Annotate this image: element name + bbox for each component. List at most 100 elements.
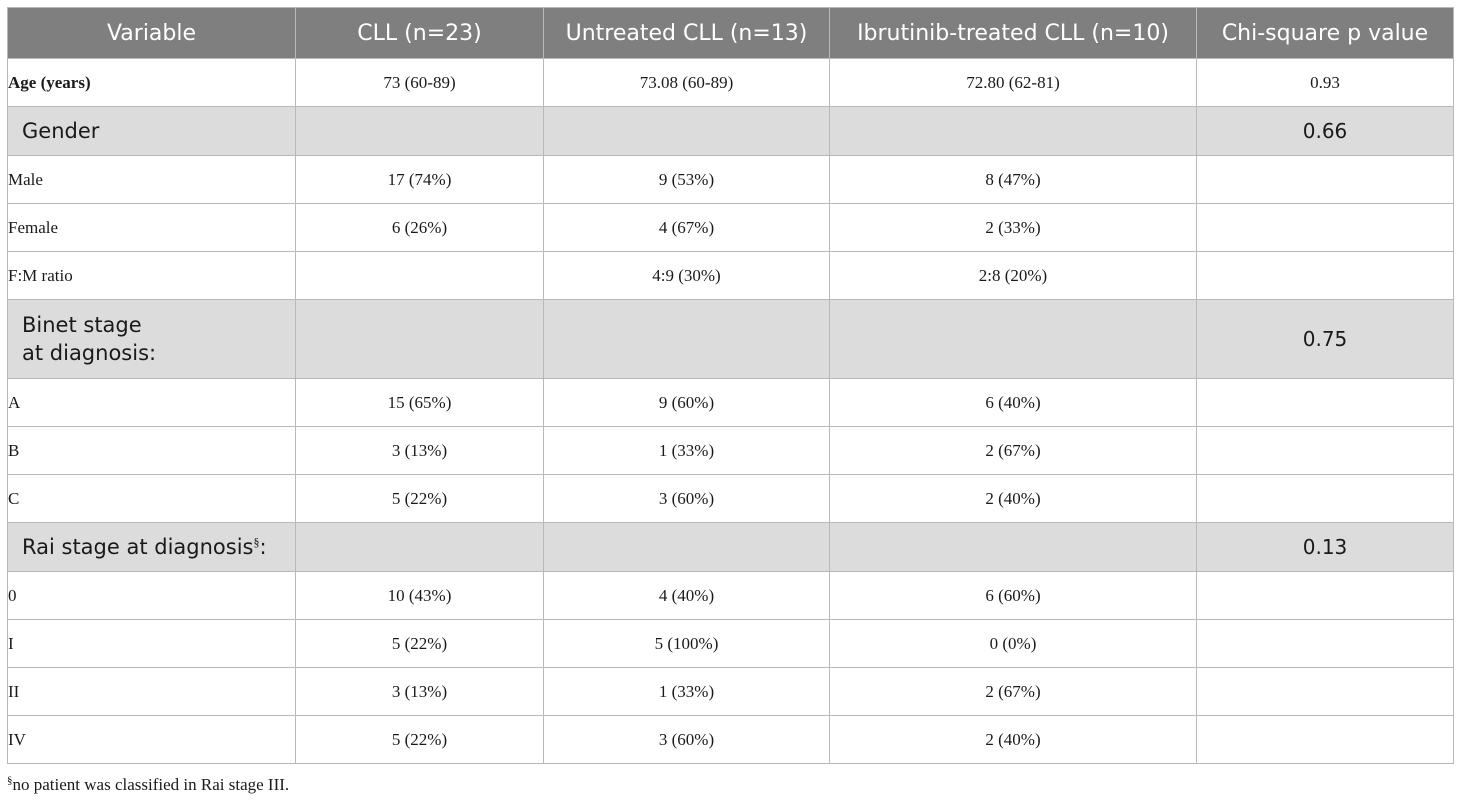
table-row: II 3 (13%) 1 (33%) 2 (67%) [7, 667, 1454, 716]
row-label: A [7, 378, 296, 427]
cell-p-value [1196, 571, 1454, 620]
cell-p-value [1196, 715, 1454, 764]
section-p-value: 0.66 [1196, 106, 1454, 156]
cell-untreated: 5 (100%) [543, 619, 830, 668]
cell-untreated: 1 (33%) [543, 426, 830, 475]
section-empty-cell [543, 106, 830, 156]
row-label: Age (years) [7, 58, 296, 107]
cell-cll: 10 (43%) [295, 571, 544, 620]
column-header-p-value: Chi-square p value [1196, 7, 1454, 59]
cell-p-value: 0.93 [1196, 58, 1454, 107]
cell-untreated: 9 (60%) [543, 378, 830, 427]
cell-ibrutinib: 2 (67%) [829, 667, 1197, 716]
table-row: F:M ratio 4:9 (30%) 2:8 (20%) [7, 251, 1454, 300]
section-label: Rai stage at diagnosis§: [7, 522, 296, 572]
cell-ibrutinib: 8 (47%) [829, 155, 1197, 204]
section-row: Gender 0.66 [7, 106, 1454, 156]
footnote-reference-mark: § [253, 535, 260, 549]
table-row: A 15 (65%) 9 (60%) 6 (40%) [7, 378, 1454, 427]
header-row: Variable CLL (n=23) Untreated CLL (n=13)… [7, 7, 1454, 59]
row-label: I [7, 619, 296, 668]
cell-cll: 5 (22%) [295, 474, 544, 523]
cell-untreated: 3 (60%) [543, 474, 830, 523]
cell-untreated: 4 (40%) [543, 571, 830, 620]
section-label-suffix: : [259, 535, 267, 559]
row-label: F:M ratio [7, 251, 296, 300]
row-label: C [7, 474, 296, 523]
cell-cll: 5 (22%) [295, 619, 544, 668]
table-row: IV 5 (22%) 3 (60%) 2 (40%) [7, 715, 1454, 764]
cll-characteristics-table: Variable CLL (n=23) Untreated CLL (n=13)… [7, 7, 1454, 764]
section-label-text: Rai stage at diagnosis [22, 535, 254, 559]
table-body: Age (years) 73 (60-89) 73.08 (60-89) 72.80 … [7, 58, 1454, 764]
section-empty-cell [543, 299, 830, 379]
cell-ibrutinib: 6 (40%) [829, 378, 1197, 427]
cell-p-value [1196, 155, 1454, 204]
cell-untreated: 4:9 (30%) [543, 251, 830, 300]
column-header-cll: CLL (n=23) [295, 7, 544, 59]
section-p-value: 0.13 [1196, 522, 1454, 572]
cell-ibrutinib: 0 (0%) [829, 619, 1197, 668]
cell-cll: 3 (13%) [295, 426, 544, 475]
cell-cll: 5 (22%) [295, 715, 544, 764]
cell-untreated: 4 (67%) [543, 203, 830, 252]
section-label: Binet stage at diagnosis: [7, 299, 296, 379]
row-label: 0 [7, 571, 296, 620]
cell-ibrutinib: 2 (67%) [829, 426, 1197, 475]
cell-cll [295, 251, 544, 300]
section-empty-cell [295, 299, 544, 379]
section-empty-cell [829, 106, 1197, 156]
row-label: IV [7, 715, 296, 764]
footnote-text: no patient was classified in Rai stage I… [12, 775, 290, 794]
cell-cll: 15 (65%) [295, 378, 544, 427]
footnote-mark: § [7, 774, 13, 787]
section-empty-cell [829, 522, 1197, 572]
cell-untreated: 1 (33%) [543, 667, 830, 716]
cell-p-value [1196, 203, 1454, 252]
table-row: 0 10 (43%) 4 (40%) 6 (60%) [7, 571, 1454, 620]
column-header-variable: Variable [7, 7, 296, 59]
cell-cll: 6 (26%) [295, 203, 544, 252]
cell-ibrutinib: 2:8 (20%) [829, 251, 1197, 300]
cell-p-value [1196, 474, 1454, 523]
row-label: Female [7, 203, 296, 252]
section-label-text: Binet stage at diagnosis: [22, 313, 157, 365]
section-empty-cell [543, 522, 830, 572]
section-row: Binet stage at diagnosis: 0.75 [7, 299, 1454, 379]
cell-cll: 17 (74%) [295, 155, 544, 204]
cell-p-value [1196, 667, 1454, 716]
cell-ibrutinib: 2 (40%) [829, 715, 1197, 764]
column-header-ibrutinib: Ibrutinib-treated CLL (n=10) [829, 7, 1197, 59]
section-row: Rai stage at diagnosis§: 0.13 [7, 522, 1454, 572]
column-header-untreated: Untreated CLL (n=13) [543, 7, 830, 59]
section-empty-cell [295, 522, 544, 572]
table-row: Male 17 (74%) 9 (53%) 8 (47%) [7, 155, 1454, 204]
cell-p-value [1196, 619, 1454, 668]
cell-untreated: 9 (53%) [543, 155, 830, 204]
section-empty-cell [829, 299, 1197, 379]
cell-p-value [1196, 378, 1454, 427]
cell-untreated: 73.08 (60-89) [543, 58, 830, 107]
section-label: Gender [7, 106, 296, 156]
row-label: B [7, 426, 296, 475]
footnote: §no patient was classified in Rai stage … [7, 775, 289, 795]
cell-ibrutinib: 6 (60%) [829, 571, 1197, 620]
cell-ibrutinib: 72.80 (62-81) [829, 58, 1197, 107]
cell-untreated: 3 (60%) [543, 715, 830, 764]
section-p-value: 0.75 [1196, 299, 1454, 379]
cell-ibrutinib: 2 (33%) [829, 203, 1197, 252]
cell-p-value [1196, 426, 1454, 475]
table-row: Age (years) 73 (60-89) 73.08 (60-89) 72.80 … [7, 58, 1454, 107]
section-label-text: Gender [22, 119, 100, 143]
row-label: Male [7, 155, 296, 204]
table-header: Variable CLL (n=23) Untreated CLL (n=13)… [7, 7, 1454, 59]
table-row: Female 6 (26%) 4 (67%) 2 (33%) [7, 203, 1454, 252]
cell-cll: 3 (13%) [295, 667, 544, 716]
cell-ibrutinib: 2 (40%) [829, 474, 1197, 523]
section-empty-cell [295, 106, 544, 156]
cell-p-value [1196, 251, 1454, 300]
cell-cll: 73 (60-89) [295, 58, 544, 107]
